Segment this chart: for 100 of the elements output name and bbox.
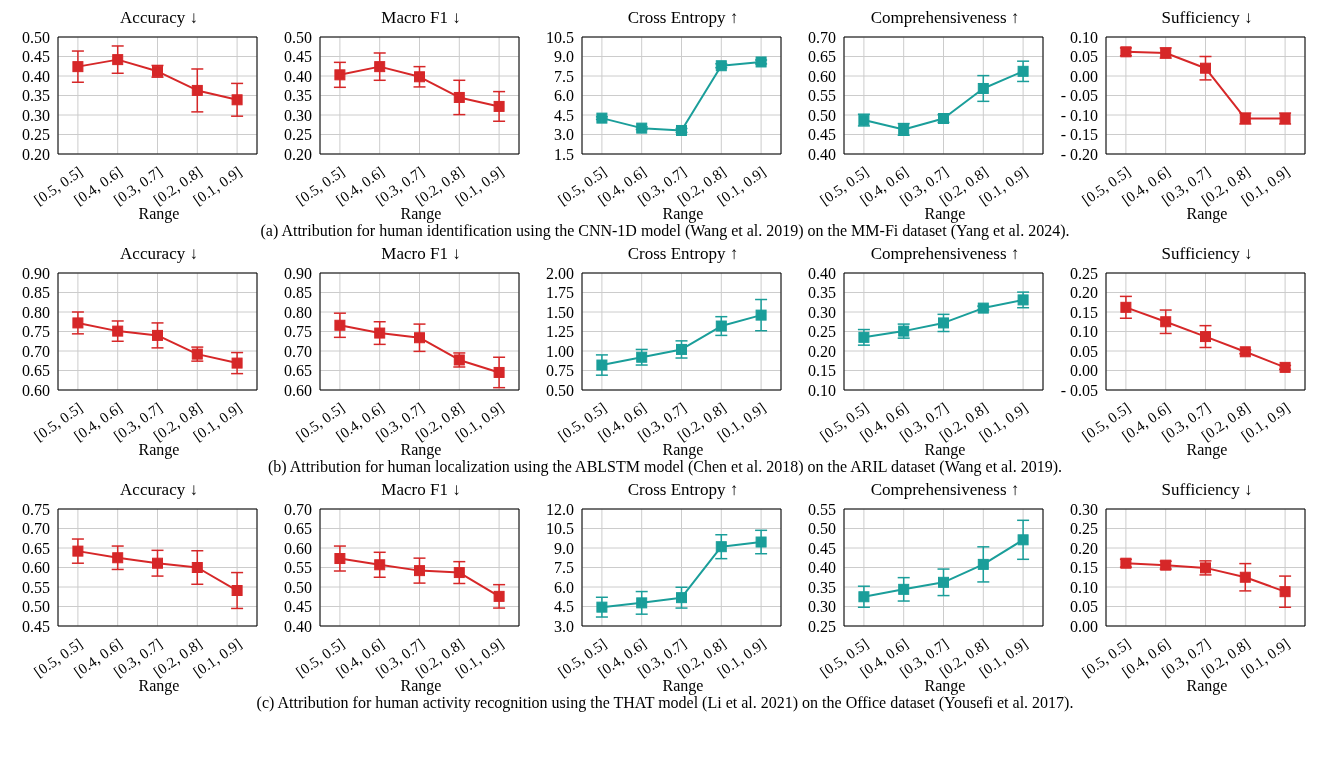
y-tick-label: 0.45 bbox=[284, 48, 312, 66]
point bbox=[636, 597, 648, 609]
y-tick-label: 0.20 bbox=[1070, 284, 1098, 302]
y-tick-label: - 0.05 bbox=[1060, 381, 1098, 399]
y-tick-label: 0.25 bbox=[22, 126, 50, 144]
point bbox=[755, 309, 767, 321]
y-tick-label: 0.15 bbox=[808, 362, 836, 380]
point bbox=[676, 343, 687, 355]
y-tick-label: 10.5 bbox=[546, 28, 574, 46]
chart-title: Comprehensiveness ↑ bbox=[869, 244, 1021, 265]
chart-title: Accuracy ↓ bbox=[119, 244, 199, 265]
point bbox=[1160, 316, 1172, 328]
y-tick-label: 1.75 bbox=[546, 284, 574, 302]
point bbox=[72, 317, 84, 329]
y-tick-label: 0.90 bbox=[284, 264, 312, 282]
y-tick-label: 0.70 bbox=[22, 520, 50, 538]
y-tick-label: 0.60 bbox=[284, 539, 312, 557]
point bbox=[191, 84, 203, 96]
y-tick-label: 0.10 bbox=[1070, 578, 1098, 596]
y-tick-label: 0.40 bbox=[808, 559, 836, 577]
point bbox=[231, 94, 243, 106]
point bbox=[112, 325, 124, 337]
y-tick-label: 0.50 bbox=[808, 520, 836, 538]
y-tick-label: 0.45 bbox=[808, 539, 836, 557]
point bbox=[715, 320, 727, 332]
point bbox=[596, 359, 608, 371]
y-tick-label: 0.45 bbox=[284, 598, 312, 616]
y-tick-label: 3.0 bbox=[554, 617, 574, 635]
y-tick-label: 0.40 bbox=[808, 264, 836, 282]
y-tick-label: 0.30 bbox=[22, 106, 50, 124]
y-tick-label: 0.50 bbox=[808, 106, 836, 124]
y-tick-label: 0.40 bbox=[22, 67, 50, 85]
chart-title: Comprehensiveness ↑ bbox=[869, 8, 1021, 29]
y-tick-label: 0.65 bbox=[284, 520, 312, 538]
point bbox=[453, 91, 465, 103]
y-tick-label: 0.50 bbox=[22, 598, 50, 616]
y-tick-label: 0.65 bbox=[22, 362, 50, 380]
y-tick-label: 9.0 bbox=[554, 48, 574, 66]
point bbox=[231, 585, 243, 597]
point bbox=[334, 69, 346, 81]
point bbox=[112, 552, 124, 564]
y-tick-label: 1.5 bbox=[554, 145, 574, 163]
y-tick-label: 0.05 bbox=[1070, 342, 1098, 360]
y-tick-label: 0.35 bbox=[284, 87, 312, 105]
y-tick-label: 9.0 bbox=[554, 539, 574, 557]
point bbox=[414, 332, 425, 344]
y-tick-label: 0.75 bbox=[284, 323, 312, 341]
point bbox=[938, 317, 949, 329]
y-tick-label: 4.5 bbox=[554, 598, 574, 616]
y-tick-label: 0.20 bbox=[22, 145, 50, 163]
y-tick-label: 0.70 bbox=[22, 342, 50, 360]
point bbox=[755, 56, 767, 68]
chart-title: Macro F1 ↓ bbox=[380, 8, 462, 29]
point bbox=[898, 583, 910, 595]
point bbox=[1200, 331, 1211, 343]
point bbox=[715, 541, 727, 553]
point bbox=[676, 592, 687, 604]
point bbox=[334, 553, 346, 565]
y-tick-label: 0.80 bbox=[284, 303, 312, 321]
y-tick-label: 0.70 bbox=[284, 500, 312, 518]
y-tick-label: 10.5 bbox=[546, 520, 574, 538]
y-tick-label: 0.25 bbox=[1070, 520, 1098, 538]
point bbox=[1017, 534, 1029, 546]
y-tick-label: 6.0 bbox=[554, 578, 574, 596]
y-tick-label: 0.45 bbox=[22, 48, 50, 66]
text: (c) Attribution for human activity recognition using the THAT model (Li et al. 2021) on the Office dataset (Yousefi et al. 2017). bbox=[255, 694, 1075, 712]
chart-title: Sufficiency ↓ bbox=[1160, 8, 1254, 29]
y-tick-label: 0.40 bbox=[284, 617, 312, 635]
y-tick-label: 0.05 bbox=[1070, 48, 1098, 66]
point bbox=[453, 567, 465, 579]
y-tick-label: 0.85 bbox=[22, 284, 50, 302]
y-tick-label: - 0.20 bbox=[1060, 145, 1098, 163]
y-tick-label: 0.55 bbox=[808, 87, 836, 105]
point bbox=[334, 319, 346, 331]
y-tick-label: 0.10 bbox=[808, 381, 836, 399]
point bbox=[938, 576, 949, 588]
chart-title: Sufficiency ↓ bbox=[1160, 480, 1254, 501]
y-tick-label: 7.5 bbox=[554, 67, 574, 85]
point bbox=[596, 601, 608, 613]
y-tick-label: 0.40 bbox=[284, 67, 312, 85]
point bbox=[1017, 65, 1029, 77]
y-tick-label: 0.00 bbox=[1070, 617, 1098, 635]
chart-title: Macro F1 ↓ bbox=[380, 244, 462, 265]
y-tick-label: 2.00 bbox=[546, 264, 574, 282]
y-tick-label: 0.35 bbox=[808, 284, 836, 302]
chart-title: Cross Entropy ↑ bbox=[626, 480, 740, 501]
point bbox=[414, 71, 425, 83]
point bbox=[231, 357, 243, 369]
y-tick-label: 0.35 bbox=[22, 87, 50, 105]
y-tick-label: 0.80 bbox=[22, 303, 50, 321]
y-tick-label: 0.55 bbox=[284, 559, 312, 577]
y-tick-label: 0.50 bbox=[284, 578, 312, 596]
chart-title: Accuracy ↓ bbox=[119, 8, 199, 29]
point bbox=[715, 60, 727, 72]
y-tick-label: 0.35 bbox=[808, 578, 836, 596]
point bbox=[977, 302, 989, 314]
y-tick-label: 0.60 bbox=[22, 381, 50, 399]
point bbox=[596, 112, 608, 124]
point bbox=[152, 329, 163, 341]
y-tick-label: 0.05 bbox=[1070, 598, 1098, 616]
